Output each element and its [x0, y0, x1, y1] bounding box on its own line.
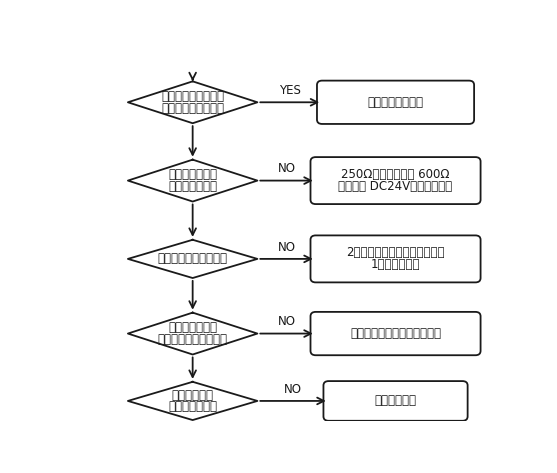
- Text: 重新进行灌装: 重新进行灌装: [374, 394, 417, 407]
- Text: 显示仪表或控制系统: 显示仪表或控制系统: [161, 102, 224, 114]
- Text: 检查冷凝液、隔: 检查冷凝液、隔: [168, 400, 217, 413]
- Text: 三阀组是否畅通: 三阀组是否畅通: [168, 321, 217, 334]
- Text: 变送器是否有电流输出: 变送器是否有电流输出: [158, 253, 228, 265]
- Text: 检查堵塞点并进行处理或修复: 检查堵塞点并进行处理或修复: [350, 327, 441, 340]
- FancyBboxPatch shape: [310, 236, 481, 282]
- Polygon shape: [128, 160, 257, 201]
- Text: YES: YES: [279, 84, 301, 97]
- Polygon shape: [128, 240, 257, 278]
- Polygon shape: [128, 382, 257, 420]
- Text: 电源应为 DC24V，负载电阻为: 电源应为 DC24V，负载电阻为: [339, 180, 453, 193]
- Text: 的输入信号是否正常: 的输入信号是否正常: [161, 90, 224, 103]
- Text: 变送器供电、负: 变送器供电、负: [168, 180, 217, 193]
- Text: NO: NO: [277, 241, 296, 254]
- FancyBboxPatch shape: [324, 381, 468, 421]
- Text: 校准显示控制仪表: 校准显示控制仪表: [368, 96, 423, 109]
- Text: NO: NO: [277, 315, 296, 328]
- Text: 1、检查变送器: 1、检查变送器: [371, 258, 421, 272]
- FancyBboxPatch shape: [310, 312, 481, 355]
- FancyBboxPatch shape: [310, 157, 481, 204]
- Text: NO: NO: [277, 163, 296, 175]
- Text: 2、检查变送器与显示仪表连线: 2、检查变送器与显示仪表连线: [346, 246, 445, 259]
- Text: 载电阻是否正确: 载电阻是否正确: [168, 168, 217, 181]
- Polygon shape: [128, 81, 257, 123]
- Text: NO: NO: [284, 383, 302, 396]
- Text: 检查导压管、取压阀、: 检查导压管、取压阀、: [158, 333, 228, 346]
- Text: 250Ω，最大不超过 600Ω: 250Ω，最大不超过 600Ω: [341, 168, 450, 181]
- Text: 离液是否正常: 离液是否正常: [172, 389, 214, 402]
- Polygon shape: [128, 313, 257, 354]
- FancyBboxPatch shape: [317, 80, 474, 124]
